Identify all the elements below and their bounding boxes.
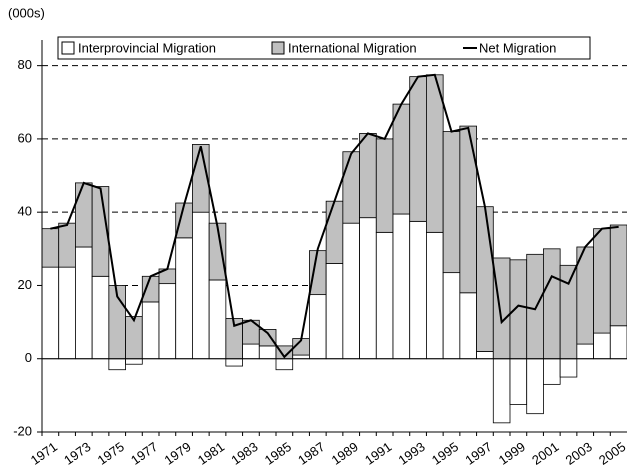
bar — [125, 358, 143, 365]
legend-label: Interprovincial Migration — [78, 40, 216, 55]
x-tick-label: 2003 — [563, 439, 595, 468]
bar — [609, 325, 627, 360]
y-tick-label: 60 — [18, 130, 32, 145]
y-tick-label: -20 — [13, 423, 32, 438]
bar — [208, 279, 227, 360]
bar — [125, 316, 143, 360]
x-tick-label: 1999 — [496, 439, 528, 468]
bar — [409, 220, 427, 360]
bar — [292, 354, 310, 360]
legend-box — [57, 36, 591, 60]
bar — [543, 248, 561, 360]
bar — [609, 224, 627, 327]
bar — [559, 358, 578, 378]
bar — [141, 301, 160, 360]
bar — [225, 358, 243, 367]
bar — [526, 253, 544, 360]
x-tick-label: 1975 — [95, 439, 127, 468]
x-tick-label: 1989 — [329, 439, 361, 468]
x-tick-label: 1997 — [462, 439, 494, 468]
bar — [375, 138, 394, 233]
bar — [476, 351, 494, 360]
bar — [258, 345, 277, 360]
legend-swatch — [61, 41, 75, 55]
bar — [559, 264, 578, 360]
x-tick-label: 1973 — [61, 439, 93, 468]
bar — [175, 237, 193, 360]
legend-label: Net Migration — [479, 40, 556, 55]
bar — [593, 228, 611, 334]
x-tick-label: 1981 — [195, 439, 227, 468]
x-tick-label: 1985 — [262, 439, 294, 468]
bar — [459, 292, 477, 360]
bar — [375, 231, 394, 360]
legend-label: International Migration — [288, 40, 417, 55]
x-tick-label: 1977 — [128, 439, 160, 468]
bar — [492, 257, 511, 360]
bar — [526, 358, 544, 415]
bar — [58, 266, 76, 360]
bar — [75, 246, 93, 360]
bar — [576, 343, 594, 360]
bar — [108, 358, 126, 371]
bar — [342, 151, 360, 224]
x-tick-label: 1979 — [161, 439, 193, 468]
bar — [275, 358, 294, 371]
bar — [192, 211, 210, 360]
bar — [158, 283, 177, 360]
bar — [476, 206, 494, 352]
bar — [593, 332, 611, 360]
bar — [309, 294, 327, 360]
x-tick-label: 2001 — [529, 439, 561, 468]
x-tick-label: 1983 — [228, 439, 260, 468]
bar — [509, 358, 528, 405]
bar — [492, 358, 511, 424]
bar — [75, 182, 93, 248]
y-tick-label: 0 — [25, 350, 32, 365]
bar — [509, 259, 528, 360]
bar — [392, 103, 411, 215]
bar — [325, 263, 344, 360]
bar — [41, 266, 60, 360]
bar — [426, 74, 444, 233]
bar — [309, 250, 327, 296]
x-tick-label: 1971 — [28, 439, 60, 468]
y-axis-label: (000s) — [8, 5, 45, 20]
bar — [359, 133, 377, 219]
x-tick-label: 1987 — [295, 439, 327, 468]
bar — [58, 222, 76, 268]
y-tick-label: 40 — [18, 204, 32, 219]
bar — [426, 231, 444, 360]
x-tick-label: 2005 — [596, 439, 627, 468]
bar — [325, 200, 344, 264]
y-tick-label: 80 — [18, 57, 32, 72]
bar — [242, 343, 260, 360]
bar — [543, 358, 561, 385]
x-tick-label: 1995 — [429, 439, 461, 468]
bar — [342, 222, 360, 360]
x-tick-label: 1993 — [395, 439, 427, 468]
bar — [258, 329, 277, 347]
bar — [442, 131, 461, 274]
legend-swatch — [271, 41, 285, 55]
x-tick-label: 1991 — [362, 439, 394, 468]
bar — [442, 272, 461, 360]
net-line — [50, 73, 619, 359]
bar — [359, 217, 377, 360]
bar — [392, 213, 411, 360]
bar — [91, 275, 110, 360]
bar — [41, 228, 60, 268]
bar — [409, 76, 427, 222]
y-tick-label: 20 — [18, 277, 32, 292]
